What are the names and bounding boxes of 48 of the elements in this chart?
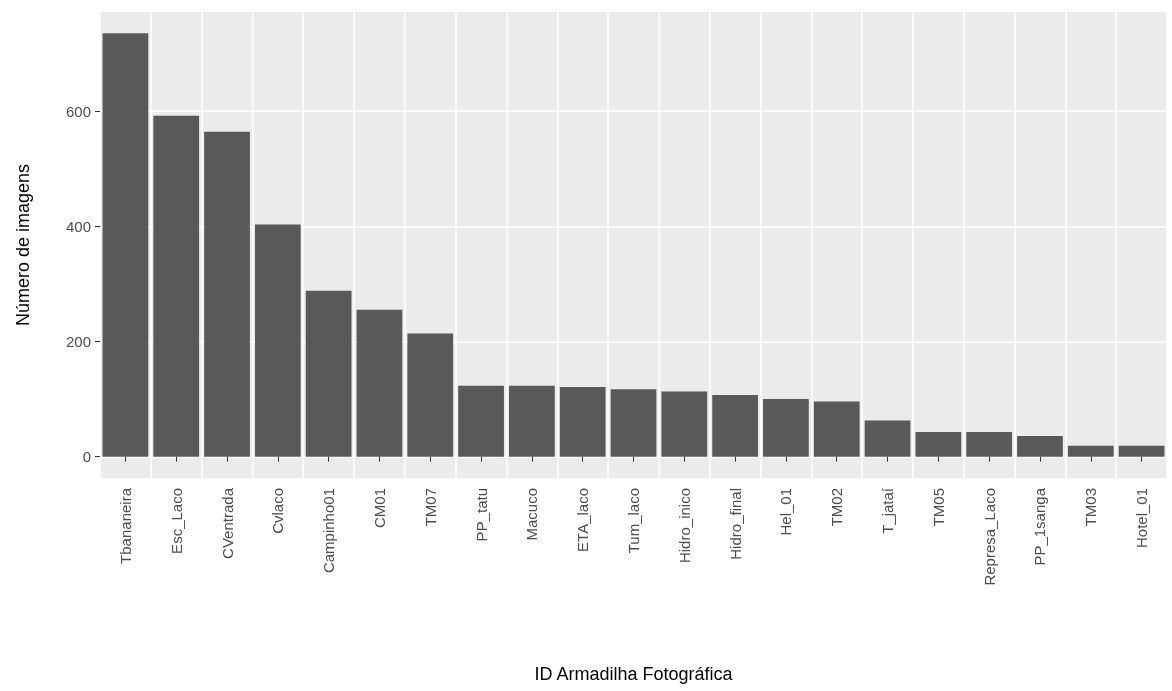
bar (712, 395, 758, 457)
y-tick-label: 600 (65, 102, 91, 120)
x-tick-label: Hidro_final (726, 488, 744, 560)
x-tick-label: Tbananeira (116, 487, 134, 564)
y-axis-title: Número de imagens (13, 163, 33, 327)
bar (915, 431, 962, 457)
y-tick-label: 200 (65, 332, 91, 350)
bar (864, 420, 911, 457)
x-tick-label: TM03 (1082, 488, 1100, 527)
bar (966, 431, 1013, 457)
x-tick-label: Hel_01 (777, 488, 795, 536)
x-axis-title: ID Armadilha Fotográfica (534, 664, 734, 684)
bar (509, 385, 555, 457)
bar (1017, 435, 1063, 457)
bar (102, 33, 149, 457)
x-tick-label: Campinho01 (320, 488, 338, 574)
x-tick-label: TM02 (828, 488, 846, 527)
y-tick-label: 0 (82, 448, 91, 466)
x-tick-label: Cvlaco (269, 488, 287, 534)
x-tick-label: TM05 (929, 488, 947, 527)
bar (559, 386, 606, 457)
x-tick-label: T_jataí (879, 487, 897, 534)
x-tick-label: Hotel_01 (1133, 488, 1151, 549)
bar (1067, 445, 1114, 457)
bar (204, 131, 250, 457)
x-tick-label: PP_1sanga (1031, 487, 1049, 566)
y-tick-label: 400 (65, 217, 91, 235)
bar (458, 385, 504, 457)
bar (813, 401, 860, 457)
bar (610, 389, 657, 457)
bar (1118, 445, 1165, 457)
bar (763, 399, 809, 457)
x-tick-label: PP_tatu (472, 488, 490, 542)
x-tick-label: Macuco (523, 488, 541, 541)
bar (356, 309, 403, 457)
x-tick-label: CM01 (370, 488, 388, 529)
x-tick-label: Hidro_inico (675, 488, 693, 564)
bar (153, 115, 200, 457)
bar (305, 290, 352, 457)
bar (254, 224, 301, 457)
x-tick-label: Tum_laco (625, 488, 642, 554)
x-tick-label: ETA_laco (574, 488, 592, 552)
bar (661, 391, 708, 457)
x-tick-label: TM07 (421, 488, 439, 527)
x-tick-label: CVentrada (218, 487, 236, 559)
x-tick-label: Esc_Laco (167, 488, 185, 554)
x-tick-label: Represa_Laco (980, 488, 998, 586)
bar (407, 333, 454, 457)
